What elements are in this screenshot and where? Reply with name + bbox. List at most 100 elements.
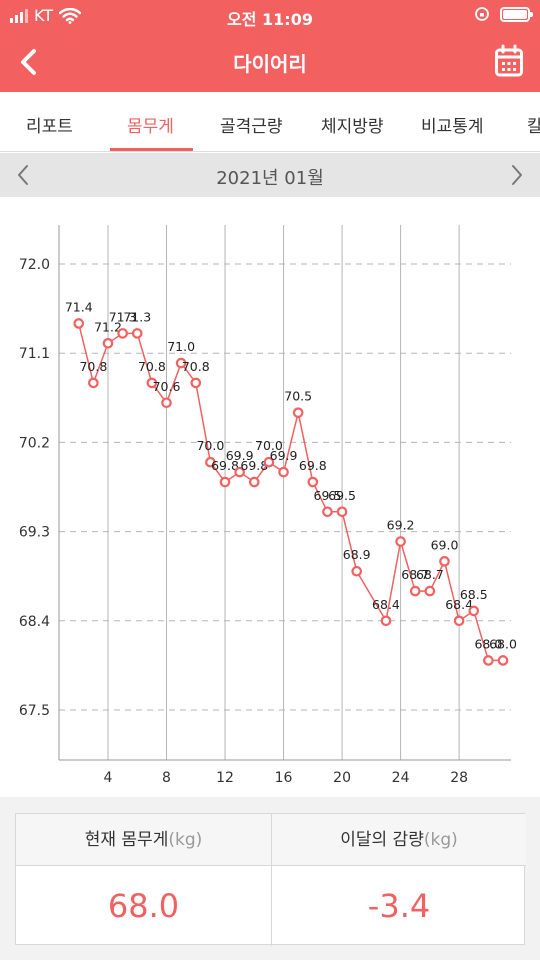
tab-comparison[interactable]: 비교통계 [421, 117, 484, 137]
data-label: 70.8 [182, 359, 210, 374]
data-point [292, 407, 304, 418]
chevron-left-icon [21, 49, 36, 75]
data-label: 71.3 [123, 309, 151, 324]
data-point [205, 456, 216, 468]
data-point [409, 585, 421, 597]
y-tick-label: 68.4 [19, 614, 50, 630]
monthly-loss-unit: (kg) [423, 830, 458, 850]
y-tick-label: 72.0 [19, 257, 50, 273]
summary-table: 현재 몸무게(kg) 이달의 감량(kg) 68.0 -3.4 [15, 813, 526, 946]
x-tick-label: 12 [216, 770, 234, 786]
data-label: 71.4 [65, 299, 93, 314]
data-label: 69.2 [387, 518, 415, 533]
nav-bar: 다이어리 [0, 34, 540, 92]
data-point [234, 466, 245, 478]
data-label: 69.8 [299, 458, 327, 473]
data-point [146, 377, 158, 389]
data-label: 68.7 [416, 567, 444, 582]
data-label: 68.0 [489, 636, 517, 651]
data-label: 69.9 [270, 448, 298, 463]
next-month-button[interactable] [506, 163, 526, 187]
x-tick-label: 24 [392, 770, 410, 786]
tab-bar: 리포트 몸무게 골격근량 체지방량 비교통계 칼 [0, 92, 540, 152]
month-selector: 2021년 01월 [0, 153, 540, 197]
data-point [263, 456, 275, 468]
data-point [439, 556, 450, 567]
current-weight-value: 68.0 [107, 887, 180, 925]
data-point [322, 506, 333, 518]
data-point [73, 318, 85, 329]
current-weight-header: 현재 몸무게(kg) [16, 814, 271, 866]
data-point [161, 397, 172, 409]
page-title: 다이어리 [233, 52, 307, 76]
calendar-button[interactable] [494, 44, 524, 78]
data-label: 70.8 [138, 359, 166, 374]
data-label: 70.5 [284, 389, 312, 404]
data-point [307, 476, 319, 488]
data-point [190, 377, 202, 389]
rotation-lock-icon [475, 7, 489, 21]
chevron-left-icon [18, 165, 28, 185]
status-left: KT [10, 6, 82, 25]
data-point [380, 615, 392, 627]
x-tick-label: 20 [333, 770, 351, 786]
prev-month-button[interactable] [14, 163, 34, 187]
data-label: 68.4 [445, 597, 473, 612]
data-point [351, 565, 363, 577]
signal-icon [10, 8, 28, 23]
data-label: 69.5 [328, 488, 356, 503]
tab-muscle-mass[interactable]: 골격근량 [220, 117, 283, 137]
data-point [102, 337, 114, 349]
calendar-icon [495, 44, 523, 77]
data-point [278, 466, 289, 478]
data-label: 70.0 [196, 438, 224, 453]
x-tick-label: 8 [162, 770, 171, 786]
y-tick-label: 69.3 [19, 525, 50, 541]
back-button[interactable] [14, 46, 44, 78]
data-point [483, 655, 494, 666]
data-label: 68.5 [460, 587, 488, 602]
data-label: 69.8 [240, 458, 268, 473]
monthly-loss-label: 이달의 감량 [340, 830, 424, 850]
current-weight-unit: (kg) [168, 830, 203, 850]
data-point [249, 476, 260, 488]
status-time: 오전 11:09 [227, 10, 313, 29]
tab-report[interactable]: 리포트 [26, 117, 73, 137]
data-point [219, 476, 231, 488]
status-right [474, 6, 533, 22]
weight-line-chart: 72.0 71.1 70.2 69.3 68.4 67.5 4 8 12 16 20 24 28 71.4… [19, 225, 517, 786]
data-point [131, 328, 143, 339]
data-label: 70.0 [255, 438, 283, 453]
weight-chart: 72.0 71.1 70.2 69.3 68.4 67.5 4 8 12 16 20 24 28 71.4… [0, 197, 540, 797]
data-point [424, 585, 436, 597]
y-tick-label: 67.5 [19, 703, 50, 719]
tab-calorie[interactable]: 칼 [527, 112, 540, 137]
status-bar: KT 오전 11:09 [0, 0, 540, 34]
data-point [453, 615, 465, 627]
battery-icon [500, 6, 533, 22]
current-weight-label: 현재 몸무게 [84, 830, 169, 850]
data-point [395, 536, 406, 547]
data-label: 70.6 [153, 379, 181, 394]
y-tick-label: 71.1 [19, 346, 50, 362]
weight-series-line [77, 323, 503, 662]
data-label: 69.9 [226, 448, 254, 463]
x-tick-label: 16 [275, 770, 293, 786]
data-label: 71.2 [94, 319, 122, 334]
carrier-label: KT [34, 6, 54, 25]
data-label: 68.4 [372, 597, 400, 612]
x-tick-label: 4 [104, 770, 113, 786]
tab-body-fat[interactable]: 체지방량 [321, 117, 384, 137]
monthly-loss-header: 이달의 감량(kg) [271, 814, 526, 866]
data-label: 71.3 [109, 309, 137, 324]
tab-weight[interactable]: 몸무게 [127, 117, 174, 137]
data-point [175, 357, 187, 369]
chevron-right-icon [512, 165, 522, 185]
data-label: 69.8 [211, 458, 239, 473]
month-label: 2021년 01월 [216, 168, 324, 189]
data-label: 70.8 [79, 359, 107, 374]
data-point [88, 377, 99, 389]
data-point [497, 655, 509, 666]
y-tick-label: 70.2 [19, 435, 50, 451]
monthly-loss-value: -3.4 [271, 866, 526, 946]
